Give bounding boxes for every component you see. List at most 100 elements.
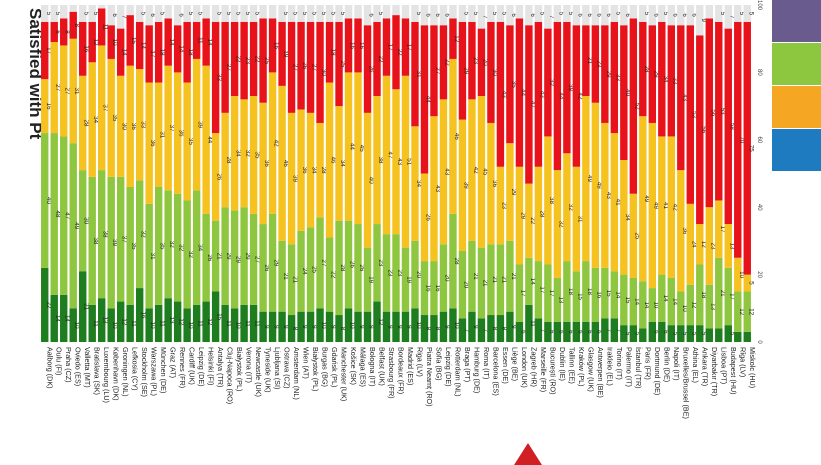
category-label: Irakleio (EL) xyxy=(605,347,614,386)
bar-value-label: 9 xyxy=(311,325,318,329)
bar-segment xyxy=(354,18,362,73)
bar-segment xyxy=(420,261,429,316)
bar-value-label: 11 xyxy=(102,24,109,31)
bar-value-label: 42 xyxy=(472,167,479,174)
bar-segment xyxy=(60,45,68,137)
bar-segment xyxy=(297,311,305,342)
bar-segment xyxy=(544,264,552,322)
bar-value-label: 70 xyxy=(738,136,745,143)
category-label: Athina (EL) xyxy=(691,347,700,383)
bar-segment xyxy=(563,321,571,342)
bar-segment xyxy=(639,5,647,22)
bar-value-label: 10 xyxy=(738,271,745,278)
bar-segment xyxy=(553,170,562,278)
bar-value-label: 46 xyxy=(330,157,337,164)
bar-segment xyxy=(591,5,600,26)
bar-segment xyxy=(658,5,666,22)
bar-value-label: 5 xyxy=(462,12,469,16)
bar-value-label: 16 xyxy=(595,291,602,298)
bar-segment xyxy=(164,18,172,66)
bar-segment xyxy=(620,5,628,26)
bar-segment xyxy=(230,95,239,211)
category-label: Ankara (TR) xyxy=(700,347,709,386)
bar-value-label: 40 xyxy=(368,177,375,184)
bar-value-label: 49 xyxy=(586,175,593,182)
logo-triangle-icon xyxy=(514,443,542,465)
bar-segment xyxy=(306,311,315,342)
bar-segment xyxy=(686,284,694,326)
bar-segment xyxy=(363,25,372,113)
bar-value-label: 38 xyxy=(92,237,99,244)
bar-segment xyxy=(639,281,647,329)
bar-value-label: 26 xyxy=(349,261,356,268)
category-label: Helsinki (FI) xyxy=(207,347,216,385)
bar-value-label: 10 xyxy=(235,322,242,329)
bar-value-label: 29 xyxy=(462,67,469,74)
bar-segment xyxy=(249,304,258,342)
bar-segment xyxy=(468,21,476,100)
bar-value-label: 5 xyxy=(681,332,688,336)
bar-value-label: 10 xyxy=(149,322,156,329)
bar-value-label: 32 xyxy=(548,79,555,86)
bar-segment xyxy=(98,170,106,299)
bar-segment xyxy=(696,35,704,225)
bar-segment xyxy=(610,21,619,134)
bar-value-label: 41 xyxy=(662,202,669,209)
bar-value-label: 10 xyxy=(111,39,118,46)
bar-segment xyxy=(610,133,619,272)
bar-segment xyxy=(724,267,732,326)
bar-segment xyxy=(734,257,742,292)
bar-segment xyxy=(487,122,495,245)
bar-value-label: 13 xyxy=(709,303,716,310)
bar-value-label: 5 xyxy=(301,12,308,16)
bar-value-label: 35 xyxy=(111,114,118,121)
bar-segment xyxy=(496,5,505,22)
bar-segment xyxy=(79,75,87,171)
bar-value-label: 23 xyxy=(500,202,507,209)
bar-value-label: 8 xyxy=(292,327,299,331)
category-label: Belfast (UK) xyxy=(378,347,387,386)
bar-segment xyxy=(268,18,277,73)
bar-value-label: 26 xyxy=(263,264,270,271)
bar-value-label: 12 xyxy=(377,318,384,325)
bar-segment xyxy=(696,325,704,342)
bar-segment xyxy=(572,321,581,342)
bar-segment xyxy=(164,190,172,299)
bar-value-label: 14 xyxy=(140,42,147,49)
bar-value-label: 9 xyxy=(700,18,707,22)
bar-segment xyxy=(743,331,751,342)
bar-segment xyxy=(572,166,581,272)
bar-value-label: 13 xyxy=(168,317,175,324)
bar-segment xyxy=(439,5,448,26)
bar-value-label: 52 xyxy=(633,103,640,110)
bar-segment xyxy=(306,112,315,228)
category-label: Marseille (FR) xyxy=(539,347,548,392)
bar-value-label: 9 xyxy=(396,325,403,329)
bar-segment xyxy=(553,21,562,171)
bar-value-label: 10 xyxy=(453,322,460,329)
bar-value-label: 48 xyxy=(54,210,61,217)
bar-value-label: 5 xyxy=(415,12,422,16)
bar-value-label: 32 xyxy=(140,231,147,238)
bar-segment xyxy=(591,102,600,268)
bar-segment xyxy=(259,311,267,342)
bar-segment xyxy=(259,5,267,19)
bar-segment xyxy=(107,58,115,177)
bar-segment xyxy=(306,5,315,22)
bar-segment xyxy=(629,193,638,278)
bar-value-label: 8 xyxy=(339,327,346,331)
bar-segment xyxy=(325,21,334,83)
bar-segment xyxy=(439,25,448,100)
bar-segment xyxy=(734,331,742,342)
bar-value-label: 6 xyxy=(624,13,631,17)
bar-segment xyxy=(477,95,486,248)
bar-segment xyxy=(69,5,77,12)
bar-segment xyxy=(439,99,448,245)
bar-segment xyxy=(525,183,533,258)
bar-segment xyxy=(154,304,163,342)
category-label: Barcelona (ES) xyxy=(491,347,500,396)
bar-segment xyxy=(534,21,543,167)
bar-value-label: 43 xyxy=(434,185,441,192)
bar-value-label: 44 xyxy=(557,93,564,100)
bar-value-label: 5 xyxy=(225,12,232,16)
